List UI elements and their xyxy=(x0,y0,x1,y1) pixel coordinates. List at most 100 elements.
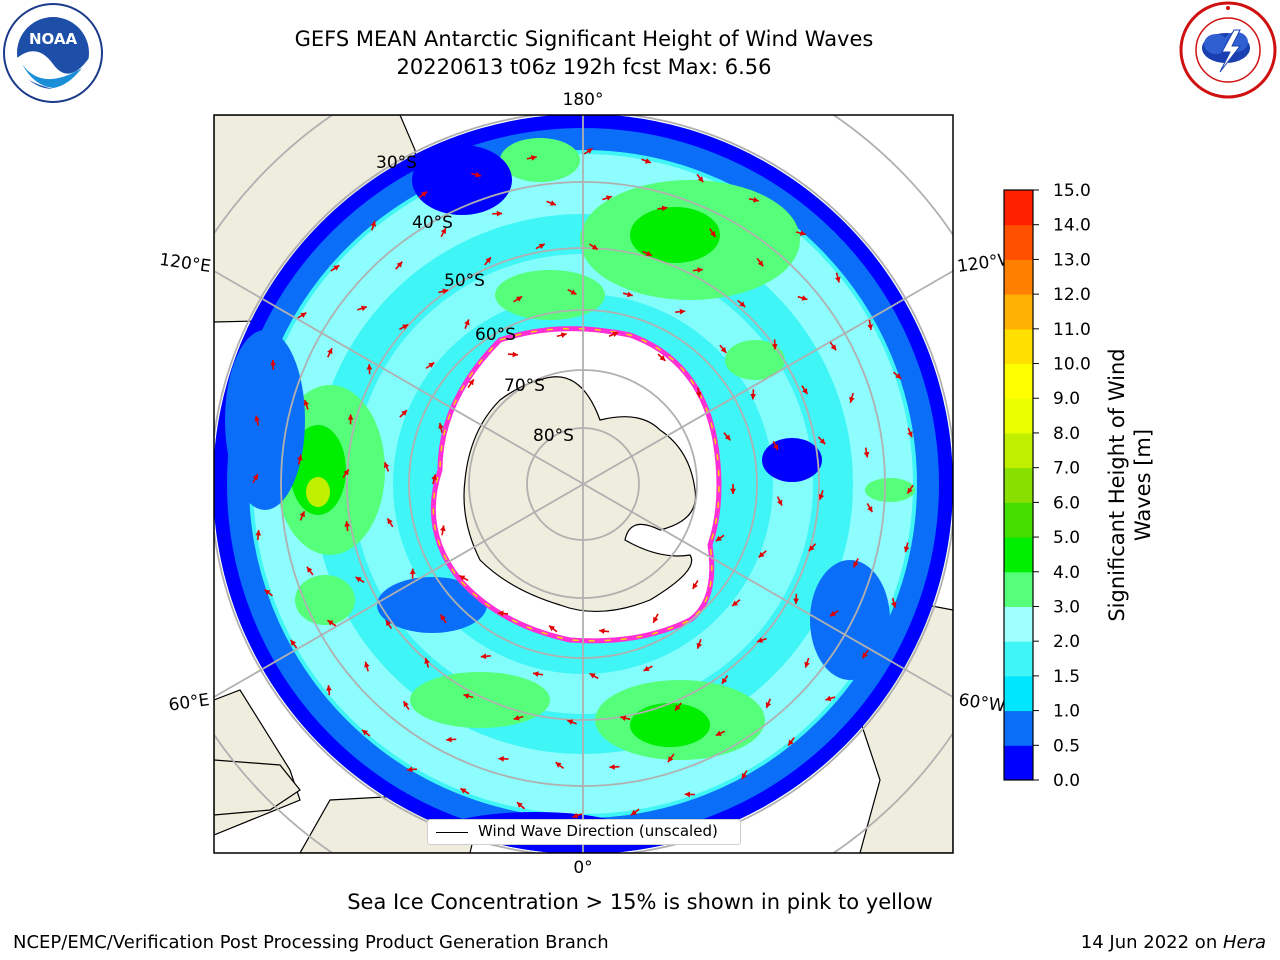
colorbar-tick-label: 11.0 xyxy=(1053,320,1091,340)
wave-direction-arrowhead xyxy=(643,665,650,671)
map-legend: Wind Wave Direction (unscaled) xyxy=(427,819,741,845)
wave-direction-arrowhead xyxy=(446,736,452,743)
wave-direction-arrowhead xyxy=(424,657,430,664)
footer-host: Hera xyxy=(1222,932,1266,953)
wave-direction-arrowhead xyxy=(645,250,652,257)
wave-direction-arrowhead xyxy=(825,695,832,702)
colorbar-frame xyxy=(1003,189,1034,781)
lon-label-120e: 120°E xyxy=(158,250,212,277)
wave-direction-arrowhead xyxy=(591,244,598,250)
wave-direction-arrowhead xyxy=(442,288,449,295)
map-panel xyxy=(214,115,953,853)
wave-direction-arrowhead xyxy=(480,653,487,660)
wave-direction-arrowhead xyxy=(496,210,503,217)
colorbar-segment xyxy=(1004,467,1033,503)
wave-direction-arrowhead xyxy=(347,414,354,420)
wave-direction-arrowhead xyxy=(793,598,799,604)
wave-direction-arrowhead xyxy=(753,196,759,203)
lat-label-70s: 70°S xyxy=(504,376,545,396)
wave-direction-arrowhead xyxy=(626,291,633,298)
wave-direction-arrowhead xyxy=(644,158,651,164)
wave-direction-arrowhead xyxy=(777,499,783,506)
wave-direction-arrowhead xyxy=(730,488,736,494)
colorbar-tick-label: 5.0 xyxy=(1053,528,1080,548)
wave-direction-arrowhead xyxy=(653,616,659,623)
wave-direction-arrowhead xyxy=(715,730,722,736)
wave-direction-arrowhead xyxy=(788,739,794,746)
wave-direction-arrowhead xyxy=(605,195,612,201)
colorbar-tick-label: 13.0 xyxy=(1053,250,1091,270)
map-title: GEFS MEAN Antarctic Significant Height o… xyxy=(294,27,874,51)
wave-direction-arrowhead xyxy=(903,546,910,553)
wave-direction-arrowhead xyxy=(659,355,666,361)
colorbar-segment xyxy=(1004,745,1033,781)
colorbar-segment xyxy=(1004,259,1033,295)
wave-direction-arrowhead xyxy=(867,324,874,330)
wave-direction-arrowhead xyxy=(385,620,392,627)
wave-direction-arrowhead xyxy=(907,487,913,494)
wave-direction-arrowhead xyxy=(891,601,897,608)
colorbar-tick-label: 0.5 xyxy=(1053,736,1080,756)
wave-direction-arrowhead xyxy=(609,764,615,770)
wave-direction-arrowhead xyxy=(343,469,349,476)
colorbar-tick-label: 0.0 xyxy=(1053,771,1080,791)
wave-direction-arrowhead xyxy=(765,702,772,708)
wave-direction-arrowhead xyxy=(804,661,810,668)
colorbar-segment xyxy=(1004,328,1033,365)
wave-direction-arrowhead xyxy=(758,551,765,558)
nws-logo xyxy=(1179,1,1277,99)
wave-direction-arrowhead xyxy=(862,652,868,659)
wave-direction-arrowhead xyxy=(530,155,537,161)
wave-direction-arrowhead xyxy=(485,257,491,264)
colorbar-tick-label: 6.0 xyxy=(1053,493,1080,513)
wave-direction-arrowhead xyxy=(366,364,373,370)
graticule xyxy=(214,115,953,853)
colorbar-tick-label: 2.0 xyxy=(1053,632,1080,652)
wave-direction-arrowhead xyxy=(757,637,763,643)
colorbar-label-line1: Significant Height of Wind xyxy=(1105,348,1129,621)
lat-label-30s: 30°S xyxy=(376,153,417,173)
map-frame xyxy=(213,114,954,854)
footer-date: 14 Jun 2022 on Hera xyxy=(1081,932,1266,953)
wave-direction-arrowhead xyxy=(333,265,340,271)
wave-direction-arrowhead xyxy=(720,347,727,353)
wave-direction-arrowhead xyxy=(819,438,826,445)
wave-direction-arrowhead xyxy=(475,171,481,178)
wave-direction-arrowhead xyxy=(290,639,297,646)
wave-direction-arrowhead xyxy=(512,351,518,358)
colorbar-segment xyxy=(1004,675,1033,712)
sea-ice-note: Sea Ice Concentration > 15% is shown in … xyxy=(347,890,933,914)
wave-direction-arrowhead xyxy=(589,673,596,679)
wave-direction-arrowhead xyxy=(300,312,307,318)
wave-direction-arrowhead xyxy=(697,267,703,273)
wave-direction-arrowhead xyxy=(459,575,466,581)
wave-direction-arrowhead xyxy=(732,600,739,607)
wave-direction-arrowhead xyxy=(254,415,261,422)
wave-direction-arrowhead xyxy=(421,191,428,198)
wave-direction-arrowhead xyxy=(498,610,504,617)
colorbar-tick-label: 8.0 xyxy=(1053,424,1080,444)
wave-direction-arrowhead xyxy=(360,305,367,312)
legend-label: Wind Wave Direction (unscaled) xyxy=(478,822,718,840)
wave-direction-arrowhead xyxy=(438,422,444,429)
colorbar-label-line2: Waves [m] xyxy=(1131,429,1155,541)
colorbar-segment xyxy=(1004,606,1033,642)
wave-direction-arrowhead xyxy=(630,809,637,816)
wind-wave-arrows xyxy=(252,147,914,819)
lon-label-0: 0° xyxy=(573,858,592,878)
wave-direction-arrowhead xyxy=(697,176,704,183)
wave-direction-arrowhead xyxy=(383,462,390,469)
colorbar-tick-label: 14.0 xyxy=(1053,216,1091,236)
wave-direction-arrowhead xyxy=(771,344,778,350)
wave-direction-arrowhead xyxy=(549,200,556,206)
wave-direction-arrowhead xyxy=(362,729,368,736)
wave-direction-arrowhead xyxy=(696,642,703,649)
wave-direction-arrowhead xyxy=(802,388,808,395)
wave-direction-arrowhead xyxy=(440,614,446,621)
colorbar-tick-label: 10.0 xyxy=(1053,355,1091,375)
colorbar-segment xyxy=(1004,571,1033,607)
wave-direction-arrowhead xyxy=(326,685,332,691)
wave-direction-arrowhead xyxy=(750,393,757,400)
wave-direction-arrowhead xyxy=(364,661,370,668)
wave-direction-arrowhead xyxy=(586,148,593,154)
